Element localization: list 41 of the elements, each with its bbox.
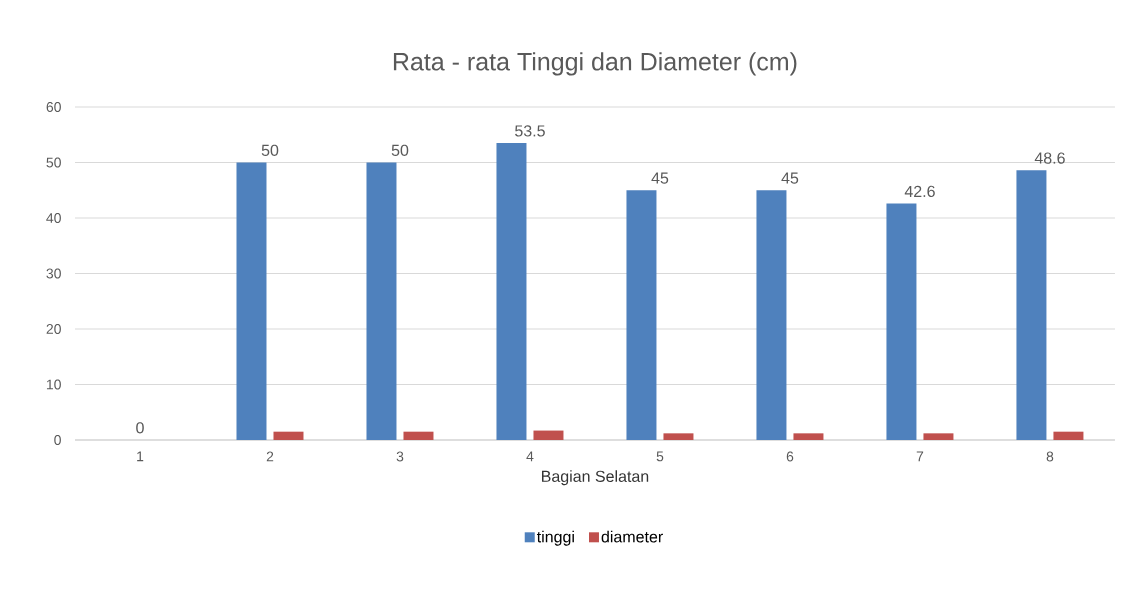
bar <box>366 162 397 440</box>
x-tick-label: 8 <box>1046 451 1054 462</box>
x-tick-label: 5 <box>656 451 664 462</box>
y-tick-label: 40 <box>46 213 61 223</box>
bar <box>1053 431 1084 440</box>
x-tick-label: 4 <box>526 451 534 462</box>
data-label: 50 <box>391 144 409 156</box>
y-tick-label: 30 <box>46 268 61 279</box>
y-tick-label: 0 <box>54 435 61 445</box>
y-tick-label: 50 <box>46 157 61 168</box>
data-label: 53.5 <box>515 125 545 137</box>
data-label: 50 <box>261 144 279 156</box>
data-label: 48.6 <box>1034 152 1065 164</box>
bar <box>403 431 434 440</box>
data-label: 45 <box>781 172 799 184</box>
y-tick-label: 20 <box>46 324 61 334</box>
bar <box>496 143 527 440</box>
x-tick-label: 6 <box>786 451 794 462</box>
bar <box>756 190 787 440</box>
data-label: 0 <box>136 422 144 434</box>
data-label: 45 <box>651 172 669 184</box>
bar <box>533 430 564 440</box>
y-tick-label: 60 <box>46 102 61 112</box>
x-tick-label: 1 <box>137 451 144 462</box>
x-tick-label: 7 <box>916 451 924 462</box>
bar <box>626 190 657 440</box>
x-tick-label: 2 <box>266 451 274 462</box>
bar <box>273 431 304 440</box>
bar <box>793 433 824 440</box>
chart-title: Rata - rata Tinggi dan Diameter (cm) <box>393 52 797 76</box>
bar <box>663 433 694 440</box>
x-tick-label: 3 <box>396 451 404 462</box>
bar <box>886 203 917 440</box>
legend-label: tinggi <box>536 530 574 546</box>
bar <box>923 433 954 440</box>
legend-label: diameter <box>601 530 663 543</box>
bar <box>236 162 267 440</box>
x-axis-title: Bagian Selatan <box>542 470 649 486</box>
bar <box>1016 170 1047 440</box>
y-tick-label: 10 <box>46 379 61 390</box>
data-label: 42.6 <box>904 185 935 198</box>
